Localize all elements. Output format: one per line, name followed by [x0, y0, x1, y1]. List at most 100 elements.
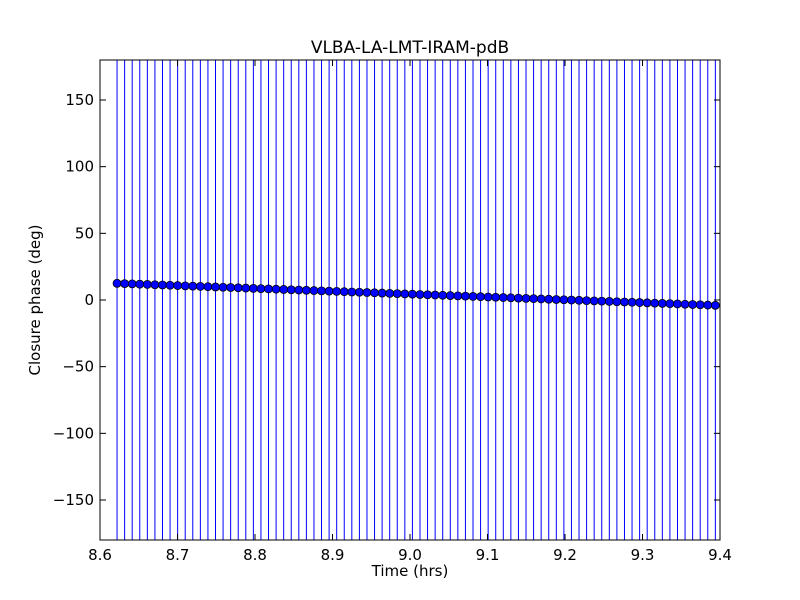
- data-point: [226, 283, 236, 292]
- data-point: [620, 297, 629, 307]
- y-tick-label: 150: [65, 91, 94, 109]
- data-point: [354, 287, 364, 297]
- data-point: [461, 291, 470, 301]
- data-point: [188, 281, 198, 291]
- data-point: [476, 292, 485, 302]
- data-point: [695, 300, 705, 310]
- data-point: [657, 298, 667, 308]
- data-point: [317, 286, 326, 296]
- chart-title: VLBA-LA-LMT-IRAM-pdB: [311, 38, 509, 58]
- data-point: [635, 298, 645, 307]
- data-point: [468, 292, 478, 301]
- data-point: [506, 293, 516, 303]
- y-tick-label: −50: [62, 358, 94, 376]
- data-point: [551, 295, 561, 304]
- x-tick-label: 9.3: [631, 546, 655, 564]
- data-point: [582, 296, 592, 305]
- data-point: [294, 285, 304, 295]
- data-point: [339, 287, 349, 297]
- x-tick-label: 8.7: [166, 546, 190, 564]
- x-tick-label: 9.2: [553, 546, 577, 564]
- data-point: [445, 291, 455, 300]
- data-point: [279, 285, 289, 294]
- data-point: [385, 288, 395, 298]
- data-point: [642, 298, 652, 308]
- data-point: [301, 285, 311, 295]
- data-point: [165, 280, 175, 290]
- data-point: [180, 281, 190, 291]
- data-point: [142, 280, 152, 289]
- data-point: [604, 297, 614, 306]
- data-point: [150, 280, 160, 290]
- data-point: [710, 300, 720, 310]
- data-point: [521, 293, 531, 303]
- x-tick-label: 8.6: [88, 546, 112, 564]
- data-point: [241, 283, 251, 293]
- y-tick-label: 100: [65, 158, 94, 176]
- data-point: [703, 300, 713, 310]
- data-point: [332, 287, 342, 296]
- data-point: [377, 288, 387, 298]
- data-point: [544, 294, 554, 304]
- data-point: [627, 297, 637, 307]
- data-point: [211, 282, 220, 292]
- y-axis-label: Closure phase (deg): [26, 225, 44, 376]
- x-tick-label: 9.4: [708, 546, 732, 564]
- data-point: [309, 286, 319, 295]
- data-point: [370, 288, 379, 298]
- data-point: [680, 299, 690, 309]
- data-point: [400, 289, 410, 299]
- data-point: [529, 294, 538, 304]
- tick-layer: 8.6 8.7 8.8 8.9 9.0 9.1 9.2 9.3 9.4 −150 −100 −50 0 5…: [53, 60, 732, 564]
- data-point: [453, 291, 463, 301]
- x-tick-label: 8.8: [243, 546, 267, 564]
- data-point: [218, 282, 228, 292]
- data-point: [423, 290, 432, 300]
- x-axis-label: Time (hrs): [371, 562, 449, 580]
- data-point: [536, 294, 546, 304]
- data-point: [195, 281, 205, 291]
- data-point: [286, 285, 296, 295]
- x-tick-label: 9.1: [476, 546, 500, 564]
- data-point: [173, 281, 183, 290]
- data-point: [158, 280, 167, 290]
- data-point: [430, 290, 440, 300]
- data-point: [650, 298, 660, 308]
- data-point: [362, 288, 372, 297]
- data-point: [233, 283, 243, 293]
- data-point: [491, 292, 501, 302]
- data-point: [483, 292, 493, 302]
- y-tick-label: −150: [53, 491, 94, 509]
- data-point: [438, 290, 448, 300]
- data-point: [120, 279, 130, 289]
- data-point: [347, 287, 357, 297]
- data-point: [612, 297, 622, 307]
- data-point: [665, 299, 675, 309]
- data-point: [203, 282, 213, 292]
- data-point: [673, 299, 682, 309]
- data-point: [392, 289, 402, 299]
- y-tick-label: 0: [84, 291, 94, 309]
- data-point: [415, 290, 425, 299]
- x-tick-label: 8.9: [321, 546, 345, 564]
- data-point: [135, 279, 145, 289]
- plot-layer: [112, 60, 720, 540]
- data-point: [688, 300, 698, 309]
- data-point: [264, 284, 273, 294]
- data-point: [271, 284, 281, 294]
- data-point: [256, 284, 266, 294]
- data-point: [408, 289, 417, 299]
- data-point: [112, 278, 122, 288]
- y-tick-label: −100: [53, 424, 94, 442]
- data-point: [324, 286, 334, 296]
- data-point: [127, 279, 137, 289]
- data-point: [574, 295, 584, 305]
- data-point: [248, 283, 258, 293]
- data-point: [514, 293, 523, 303]
- data-point: [498, 293, 508, 302]
- y-tick-label: 50: [75, 224, 94, 242]
- x-tick-label: 9.0: [398, 546, 422, 564]
- data-point: [589, 296, 599, 306]
